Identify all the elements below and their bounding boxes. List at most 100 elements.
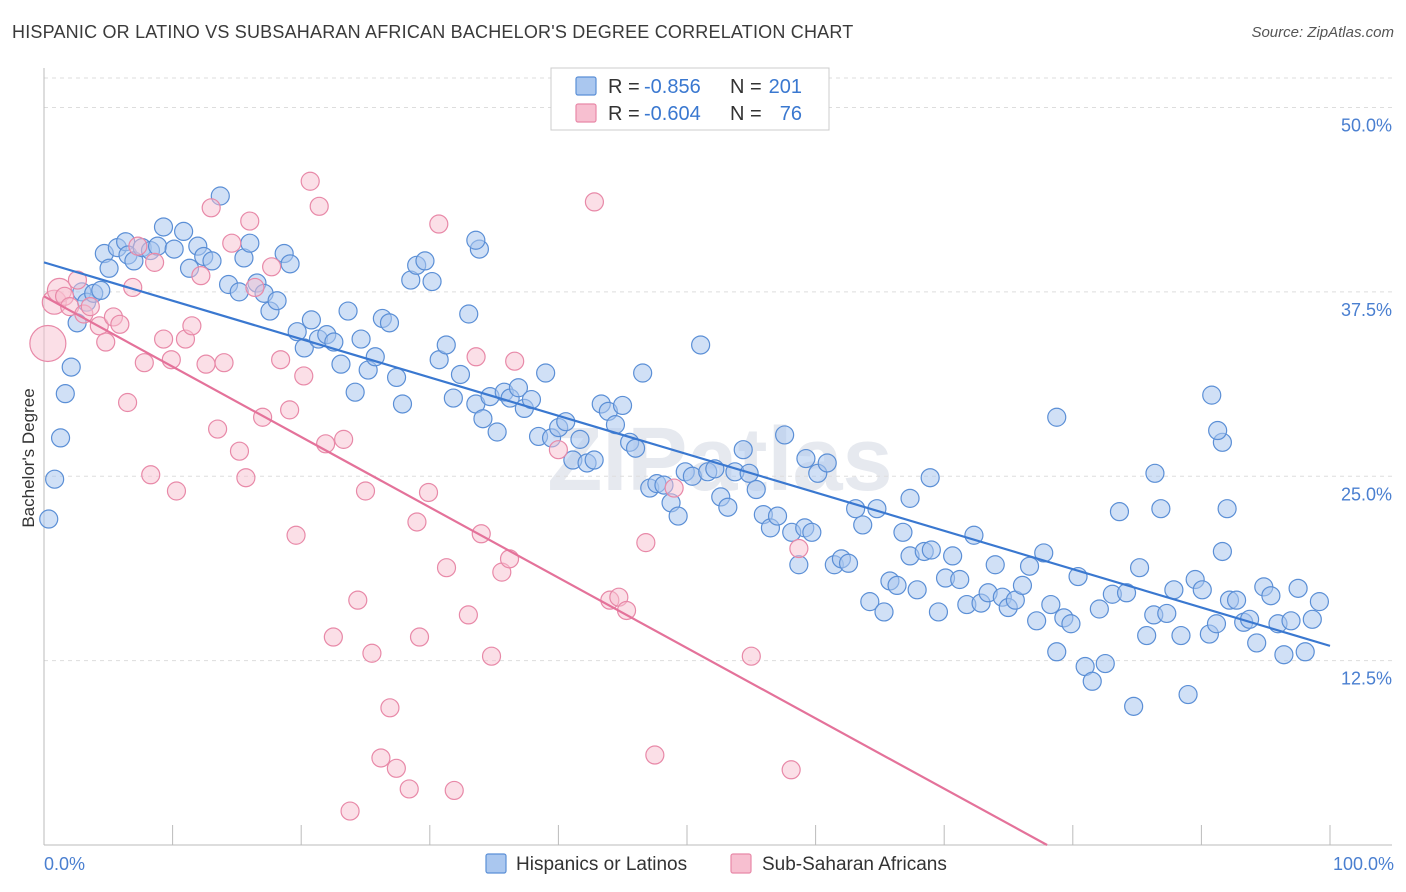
- legend-bottom-swatch-blue: [485, 853, 507, 874]
- subsaharan-point: [436, 558, 457, 578]
- subsaharan-point: [645, 745, 665, 765]
- hispanics-point: [487, 422, 507, 442]
- hispanics-point: [351, 329, 371, 349]
- hispanics-point: [1041, 594, 1061, 615]
- hispanics-point: [153, 217, 174, 237]
- subsaharan-point: [67, 270, 88, 290]
- hispanics-point: [767, 506, 788, 526]
- y-tick-label: 50.0%: [1341, 116, 1392, 136]
- hispanics-point: [1151, 499, 1171, 519]
- hispanics-point: [928, 602, 949, 622]
- x-tick-label-max: 100.0%: [1333, 854, 1394, 874]
- legend-r-value-pink: -0.604: [644, 103, 701, 125]
- subsaharan-point: [355, 481, 376, 501]
- hispanics-point: [964, 525, 984, 545]
- series-hispanics-points: [39, 186, 1330, 716]
- source-label: Source: ZipAtlas.com: [1251, 24, 1394, 41]
- hispanics-point: [147, 236, 168, 256]
- hispanics-point: [1261, 586, 1281, 606]
- hispanics-point: [907, 580, 927, 600]
- hispanics-point: [365, 347, 385, 367]
- hispanics-point: [45, 469, 65, 489]
- hispanics-point: [39, 509, 59, 529]
- legend-top-box: [550, 67, 830, 131]
- legend-bottom-swatch-pink: [730, 853, 752, 874]
- hispanics-point: [796, 448, 816, 469]
- subsaharan-point: [110, 314, 130, 334]
- legend-n-value-blue: 201: [769, 76, 802, 98]
- subsaharan-point: [664, 478, 684, 498]
- subsaharan-point: [362, 643, 382, 663]
- hispanics-point: [61, 357, 81, 377]
- hispanics-point: [1061, 614, 1081, 634]
- hispanics-point: [1109, 502, 1130, 522]
- hispanics-point: [415, 251, 435, 271]
- hispanics-point: [267, 291, 287, 311]
- hispanics-point: [202, 251, 222, 271]
- subsaharan-point: [386, 758, 406, 778]
- subsaharan-point: [153, 329, 174, 349]
- subsaharan-point: [418, 482, 439, 503]
- y-axis-label: Bachelor's Degree: [19, 388, 38, 527]
- subsaharan-point: [141, 465, 161, 485]
- hispanics-point: [900, 488, 920, 508]
- subsaharan-point: [334, 429, 354, 449]
- hispanics-point: [338, 301, 358, 321]
- subsaharan-point: [208, 419, 228, 439]
- hispanics-point: [1095, 653, 1115, 674]
- hispanics-point: [860, 592, 880, 612]
- hispanics-point: [1202, 385, 1222, 405]
- hispanics-point: [817, 453, 837, 473]
- hispanics-point: [1047, 642, 1067, 662]
- hispanics-point: [91, 280, 111, 300]
- subsaharan-point: [399, 779, 419, 799]
- legend-n-label-blue: N =: [730, 76, 762, 98]
- hispanics-point: [1082, 671, 1102, 691]
- hispanics-point: [422, 271, 442, 292]
- hispanics-point: [1019, 556, 1040, 576]
- subsaharan-point: [80, 297, 100, 317]
- subsaharan-point: [166, 481, 187, 501]
- subsaharan-point: [371, 748, 391, 768]
- hispanics-point: [1027, 611, 1047, 631]
- hispanics-point: [746, 479, 766, 500]
- hispanics-point: [450, 364, 471, 385]
- hispanics-point: [887, 575, 907, 596]
- hispanics-point: [473, 409, 493, 429]
- legend-top: R = -0.856 N = 201 R = -0.604 N = 76: [550, 67, 830, 131]
- hispanics-point: [1309, 592, 1330, 612]
- hispanics-point: [1288, 578, 1308, 598]
- subsaharan-point: [789, 538, 809, 559]
- subsaharan-point: [429, 214, 449, 234]
- legend-bottom: Hispanics or Latinos Sub-Saharan African…: [485, 853, 947, 875]
- subsaharan-point: [340, 801, 360, 821]
- hispanics-point: [1145, 463, 1165, 483]
- hispanics-point: [1247, 633, 1267, 653]
- hispanics-point: [99, 258, 119, 278]
- hispanics-point: [1178, 684, 1198, 705]
- trend-lines: [43, 261, 1331, 846]
- subsaharan-point: [182, 316, 202, 336]
- subsaharan-point: [253, 407, 273, 427]
- hispanics-point: [1034, 543, 1054, 563]
- hispanics-point: [1124, 696, 1144, 716]
- hispanics-point: [436, 335, 456, 355]
- subsaharan-point: [240, 211, 260, 231]
- hispanics-point: [1116, 583, 1137, 603]
- hispanics-point: [1217, 499, 1237, 519]
- hispanics-point: [950, 569, 970, 590]
- axes: 12.5% 25.0% 37.5% 50.0% 0.0% 100.0%: [43, 68, 1394, 874]
- subsaharan-point: [280, 400, 300, 420]
- hispanics-point: [55, 384, 75, 404]
- hispanics-point: [1212, 541, 1232, 562]
- subsaharan-point: [128, 236, 148, 256]
- hispanics-point: [508, 378, 529, 398]
- subsaharan-trend-line: [43, 295, 1048, 846]
- hispanics-point: [943, 546, 963, 566]
- hispanics-trend-line: [43, 261, 1331, 647]
- subsaharan-point: [96, 332, 116, 352]
- subsaharan-point: [134, 353, 154, 373]
- subsaharan-point: [196, 354, 216, 374]
- hispanics-point: [1089, 599, 1109, 619]
